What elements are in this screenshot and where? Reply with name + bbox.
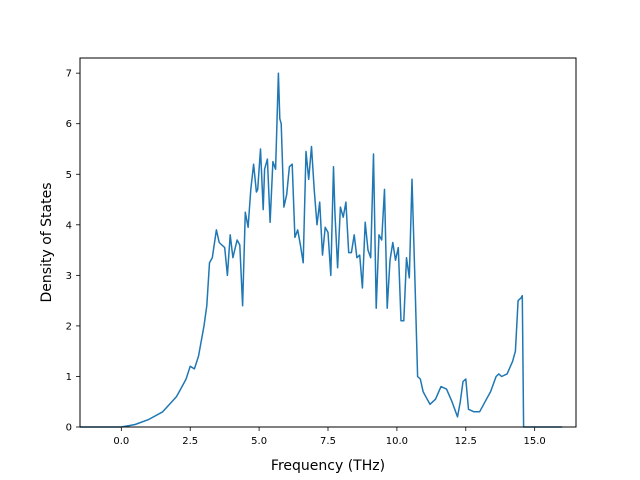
dos-series-line (80, 72, 563, 428)
x-tick-label: 12.5 (455, 436, 477, 447)
x-tick-label: 10.0 (386, 436, 408, 447)
y-axis-ticks: 0 1 2 3 4 5 6 7 (66, 69, 80, 434)
series-layer (80, 72, 563, 428)
plot-frame (79, 57, 577, 428)
y-tick-label: 1 (66, 372, 72, 383)
x-tick-label: 0.0 (113, 436, 129, 447)
y-tick-label: 5 (66, 170, 72, 181)
y-tick-label: 6 (66, 119, 72, 130)
y-tick-label: 3 (66, 271, 72, 282)
y-tick-label: 0 (66, 423, 72, 434)
x-tick-label: 5.0 (251, 436, 267, 447)
x-axis-label: Frequency (THz) (271, 458, 385, 474)
x-tick-label: 2.5 (182, 436, 198, 447)
y-tick-label: 2 (66, 321, 72, 332)
x-axis-ticks: 0.0 2.5 5.0 7.5 10.0 12.5 15.0 (113, 427, 546, 447)
x-tick-label: 7.5 (320, 436, 336, 447)
y-tick-label: 4 (66, 220, 72, 231)
x-tick-label: 15.0 (524, 436, 546, 447)
y-tick-label: 7 (66, 69, 72, 80)
y-axis-label: Density of States (39, 183, 55, 303)
